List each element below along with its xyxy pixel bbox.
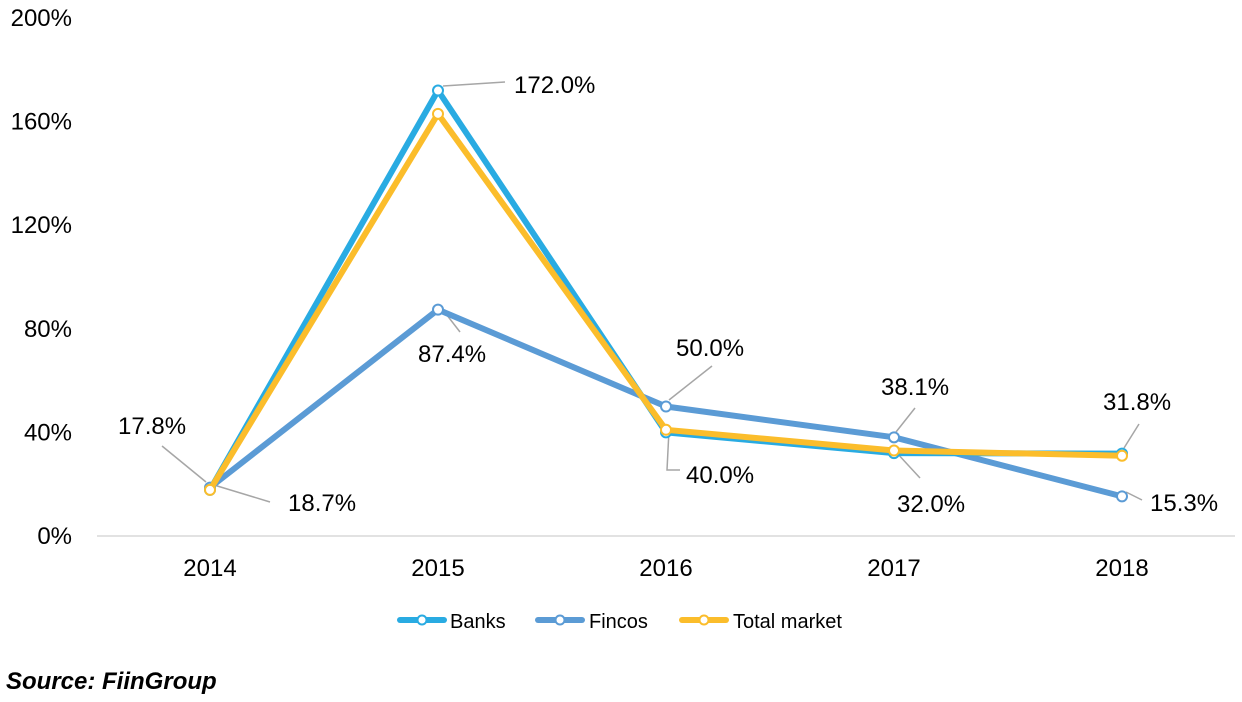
x-tick-label: 2015: [411, 555, 464, 582]
line-chart: 0%40%80%120%160%200% 2014 2015 2016 2017 201…: [11, 5, 1235, 633]
y-axis: 0% 40% 80% 120% 160% 200%: [11, 5, 72, 550]
data-point: [660, 423, 672, 436]
series-fincos: [204, 303, 1128, 503]
data-point: [432, 84, 444, 97]
leader-line: [213, 484, 271, 503]
y-tick-label: 80%: [24, 316, 72, 343]
x-tick-label: 2014: [183, 555, 236, 582]
x-tick-label: 2016: [639, 555, 692, 582]
series-total-market: [204, 107, 1128, 496]
y-tick-label: 120%: [11, 212, 72, 239]
leader-lines: [161, 81, 1143, 503]
data-point: [1116, 490, 1128, 503]
legend-label: Fincos: [589, 611, 648, 633]
x-axis: 2014 2015 2016 2017 2018: [183, 555, 1148, 582]
series-lines: [204, 84, 1128, 503]
data-point: [660, 400, 672, 413]
y-tick-label: 0%: [37, 523, 72, 550]
leader-line: [1123, 423, 1140, 449]
data-label: 50.0%: [676, 335, 744, 362]
data-point: [432, 303, 444, 316]
leader-line: [668, 365, 713, 401]
legend-marker: [698, 614, 710, 626]
data-point: [888, 444, 900, 457]
data-point: [1116, 449, 1128, 462]
data-point: [432, 107, 444, 120]
y-tick-label: 200%: [11, 5, 72, 32]
legend-item: Total market: [679, 611, 842, 633]
data-label: 40.0%: [686, 462, 754, 489]
leader-line: [1125, 491, 1143, 501]
legend-marker: [416, 614, 428, 626]
leader-line: [666, 429, 680, 471]
x-tick-label: 2018: [1095, 555, 1148, 582]
leader-line: [895, 451, 921, 479]
data-label: 87.4%: [418, 341, 486, 368]
data-point: [204, 483, 216, 496]
legend-label: Total market: [733, 611, 842, 633]
legend-label: Banks: [450, 611, 506, 633]
data-label: 18.7%: [288, 490, 356, 517]
source-note: Source: FiinGroup: [6, 668, 217, 695]
y-tick-label: 160%: [11, 109, 72, 136]
data-label: 172.0%: [514, 72, 595, 99]
data-label: 32.0%: [897, 491, 965, 518]
leader-line: [161, 445, 207, 483]
leader-line: [442, 81, 506, 87]
leader-line: [895, 407, 916, 433]
legend-marker: [554, 614, 566, 626]
data-point: [888, 431, 900, 444]
x-tick-label: 2017: [867, 555, 920, 582]
data-label: 17.8%: [118, 413, 186, 440]
data-label: 31.8%: [1103, 389, 1171, 416]
legend-item: Fincos: [535, 611, 648, 633]
data-label: 38.1%: [881, 374, 949, 401]
data-labels: 17.8% 18.7% 172.0% 87.4% 50.0% 40.0% 38.1% 32.0…: [118, 72, 1218, 518]
y-tick-label: 40%: [24, 419, 72, 446]
legend-item: Banks: [397, 611, 506, 633]
data-label: 15.3%: [1150, 490, 1218, 517]
legend: Banks Fincos Total market: [397, 611, 842, 633]
